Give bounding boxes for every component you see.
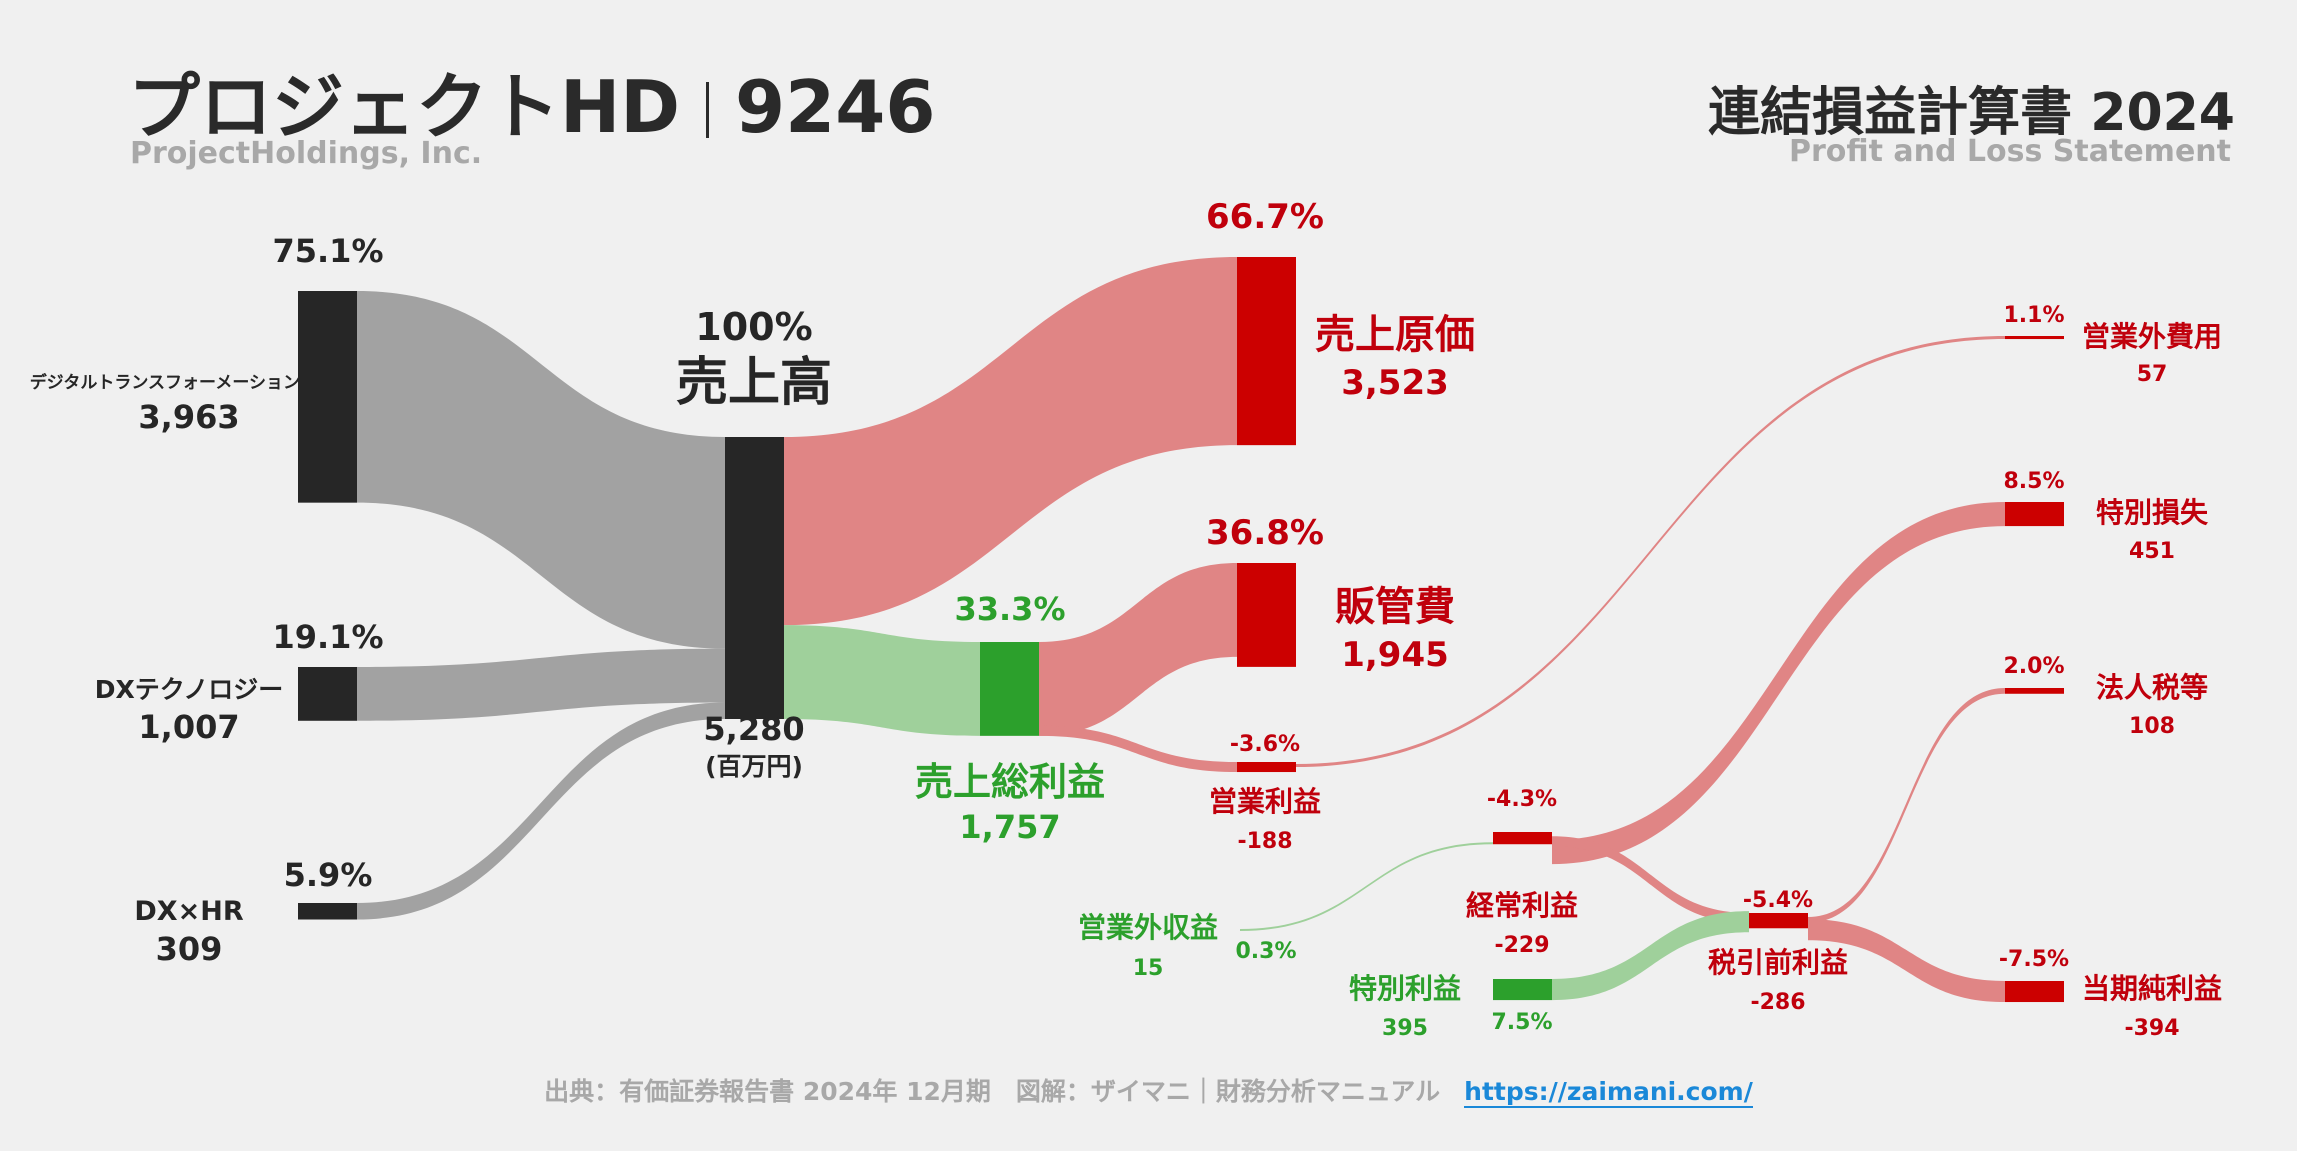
node-pretax-income bbox=[1749, 913, 1808, 929]
non-operating-expenses-pct: 1.1% bbox=[2003, 303, 2064, 328]
node-gross-profit bbox=[980, 642, 1039, 736]
gross-profit-pct: 33.3% bbox=[954, 590, 1065, 628]
segment-1-name: デジタルトランスフォーメーション bbox=[30, 372, 300, 393]
extraordinary-income-value: 395 bbox=[1382, 1016, 1428, 1041]
non-operating-income-value: 15 bbox=[1133, 956, 1164, 981]
flow-non-operating-expenses bbox=[1296, 336, 2005, 768]
revenue-value: 5,280 bbox=[703, 710, 804, 748]
income-taxes-value: 108 bbox=[2129, 714, 2175, 739]
extraordinary-loss-pct: 8.5% bbox=[2003, 469, 2064, 494]
flow-layer bbox=[357, 257, 2005, 1003]
node-extraordinary-loss bbox=[2005, 502, 2064, 527]
node-segment-1 bbox=[298, 291, 357, 503]
segment-3-name: DX×HR bbox=[134, 896, 243, 927]
segment-1-value: 3,963 bbox=[138, 398, 239, 436]
income-taxes-pct: 2.0% bbox=[2003, 654, 2064, 679]
flow-operating-income bbox=[1039, 725, 1237, 773]
revenue-pct: 100% bbox=[695, 305, 812, 349]
net-income-pct: -7.5% bbox=[1999, 947, 2069, 972]
node-operating-income bbox=[1237, 762, 1296, 773]
footer: 出典：有価証券報告書 2024年 12月期 図解：ザイマニ｜財務分析マニュアル h… bbox=[0, 1072, 2297, 1108]
segment-2-name: DXテクノロジー bbox=[95, 675, 284, 704]
flow-non-operating-income bbox=[1240, 842, 1493, 931]
stock-code: 9246 bbox=[735, 65, 936, 149]
segment-1-pct: 75.1% bbox=[272, 232, 383, 270]
net-income-name: 当期純利益 bbox=[2082, 972, 2222, 1005]
source-link[interactable]: https://zaimani.com/ bbox=[1464, 1077, 1753, 1108]
cost-of-sales-name: 売上原価 bbox=[1315, 312, 1475, 358]
flow-segment-3 bbox=[357, 702, 725, 920]
statement-title: 連結損益計算書 2024 bbox=[1708, 83, 2235, 143]
flow-ordinary-to-pretax bbox=[1552, 836, 1749, 923]
title-divider bbox=[706, 82, 710, 138]
node-segment-2 bbox=[298, 667, 357, 721]
non-operating-income-name: 営業外収益 bbox=[1078, 911, 1218, 944]
company-title: プロジェクトHD 9246 bbox=[128, 48, 935, 153]
non-operating-expenses-value: 57 bbox=[2137, 362, 2168, 387]
label-layer: 75.1% デジタルトランスフォーメーション 3,963 19.1% DXテクノ… bbox=[30, 197, 2222, 1041]
cost-of-sales-value: 3,523 bbox=[1341, 363, 1449, 403]
statement-title-en: Profit and Loss Statement bbox=[1788, 134, 2231, 169]
node-segment-3 bbox=[298, 903, 357, 920]
operating-income-pct: -3.6% bbox=[1230, 732, 1300, 757]
segment-2-pct: 19.1% bbox=[272, 618, 383, 656]
operating-income-name: 営業利益 bbox=[1209, 785, 1321, 818]
extraordinary-loss-value: 451 bbox=[2129, 539, 2175, 564]
node-cost-of-sales bbox=[1237, 257, 1296, 446]
ordinary-income-name: 経常利益 bbox=[1466, 889, 1578, 922]
pretax-income-name: 税引前利益 bbox=[1708, 946, 1848, 979]
flow-income-taxes bbox=[1808, 688, 2005, 923]
income-taxes-name: 法人税等 bbox=[2096, 671, 2208, 704]
extraordinary-income-pct: 7.5% bbox=[1491, 1010, 1552, 1035]
flow-net-income bbox=[1808, 919, 2005, 1003]
node-layer bbox=[298, 257, 2064, 1003]
node-extraordinary-income bbox=[1493, 979, 1552, 1001]
segment-3-value: 309 bbox=[156, 930, 223, 968]
sga-name: 販管費 bbox=[1335, 584, 1455, 630]
gross-profit-name: 売上総利益 bbox=[915, 760, 1105, 804]
source-note: 出典：有価証券報告書 2024年 12月期 図解：ザイマニ｜財務分析マニュアル bbox=[544, 1077, 1441, 1106]
extraordinary-loss-name: 特別損失 bbox=[2096, 496, 2209, 529]
pretax-income-pct: -5.4% bbox=[1743, 888, 1813, 913]
cost-of-sales-pct: 66.7% bbox=[1206, 197, 1324, 237]
extraordinary-income-name: 特別利益 bbox=[1349, 972, 1461, 1005]
gross-profit-value: 1,757 bbox=[959, 808, 1060, 846]
non-operating-income-pct: 0.3% bbox=[1235, 939, 1296, 964]
pretax-income-value: -286 bbox=[1750, 990, 1805, 1015]
revenue-name: 売上高 bbox=[676, 353, 832, 413]
net-income-value: -394 bbox=[2124, 1016, 2179, 1041]
flow-extraordinary-loss bbox=[1552, 502, 2005, 865]
sga-pct: 36.8% bbox=[1206, 513, 1324, 553]
revenue-unit: (百万円) bbox=[705, 752, 803, 781]
node-ordinary-income bbox=[1493, 832, 1552, 845]
company-name: プロジェクトHD bbox=[128, 65, 681, 149]
flow-cost-of-sales bbox=[784, 257, 1237, 626]
node-income-taxes bbox=[2005, 688, 2064, 694]
node-sga bbox=[1237, 563, 1296, 667]
node-non-operating-expenses bbox=[2005, 336, 2064, 340]
node-revenue bbox=[725, 437, 784, 719]
flow-segment-2 bbox=[357, 648, 725, 721]
sga-value: 1,945 bbox=[1341, 635, 1449, 675]
node-net-income bbox=[2005, 981, 2064, 1003]
company-name-en: ProjectHoldings, Inc. bbox=[130, 136, 483, 171]
non-operating-expenses-name: 営業外費用 bbox=[2082, 320, 2222, 353]
flow-extraordinary-income bbox=[1552, 911, 1749, 1001]
ordinary-income-value: -229 bbox=[1494, 933, 1549, 958]
ordinary-income-pct: -4.3% bbox=[1487, 787, 1557, 812]
flow-segment-1 bbox=[357, 291, 725, 649]
segment-2-value: 1,007 bbox=[138, 708, 239, 746]
flow-sga bbox=[1039, 563, 1237, 736]
operating-income-value: -188 bbox=[1237, 829, 1292, 854]
segment-3-pct: 5.9% bbox=[284, 856, 373, 894]
flow-gross-profit bbox=[784, 625, 980, 736]
